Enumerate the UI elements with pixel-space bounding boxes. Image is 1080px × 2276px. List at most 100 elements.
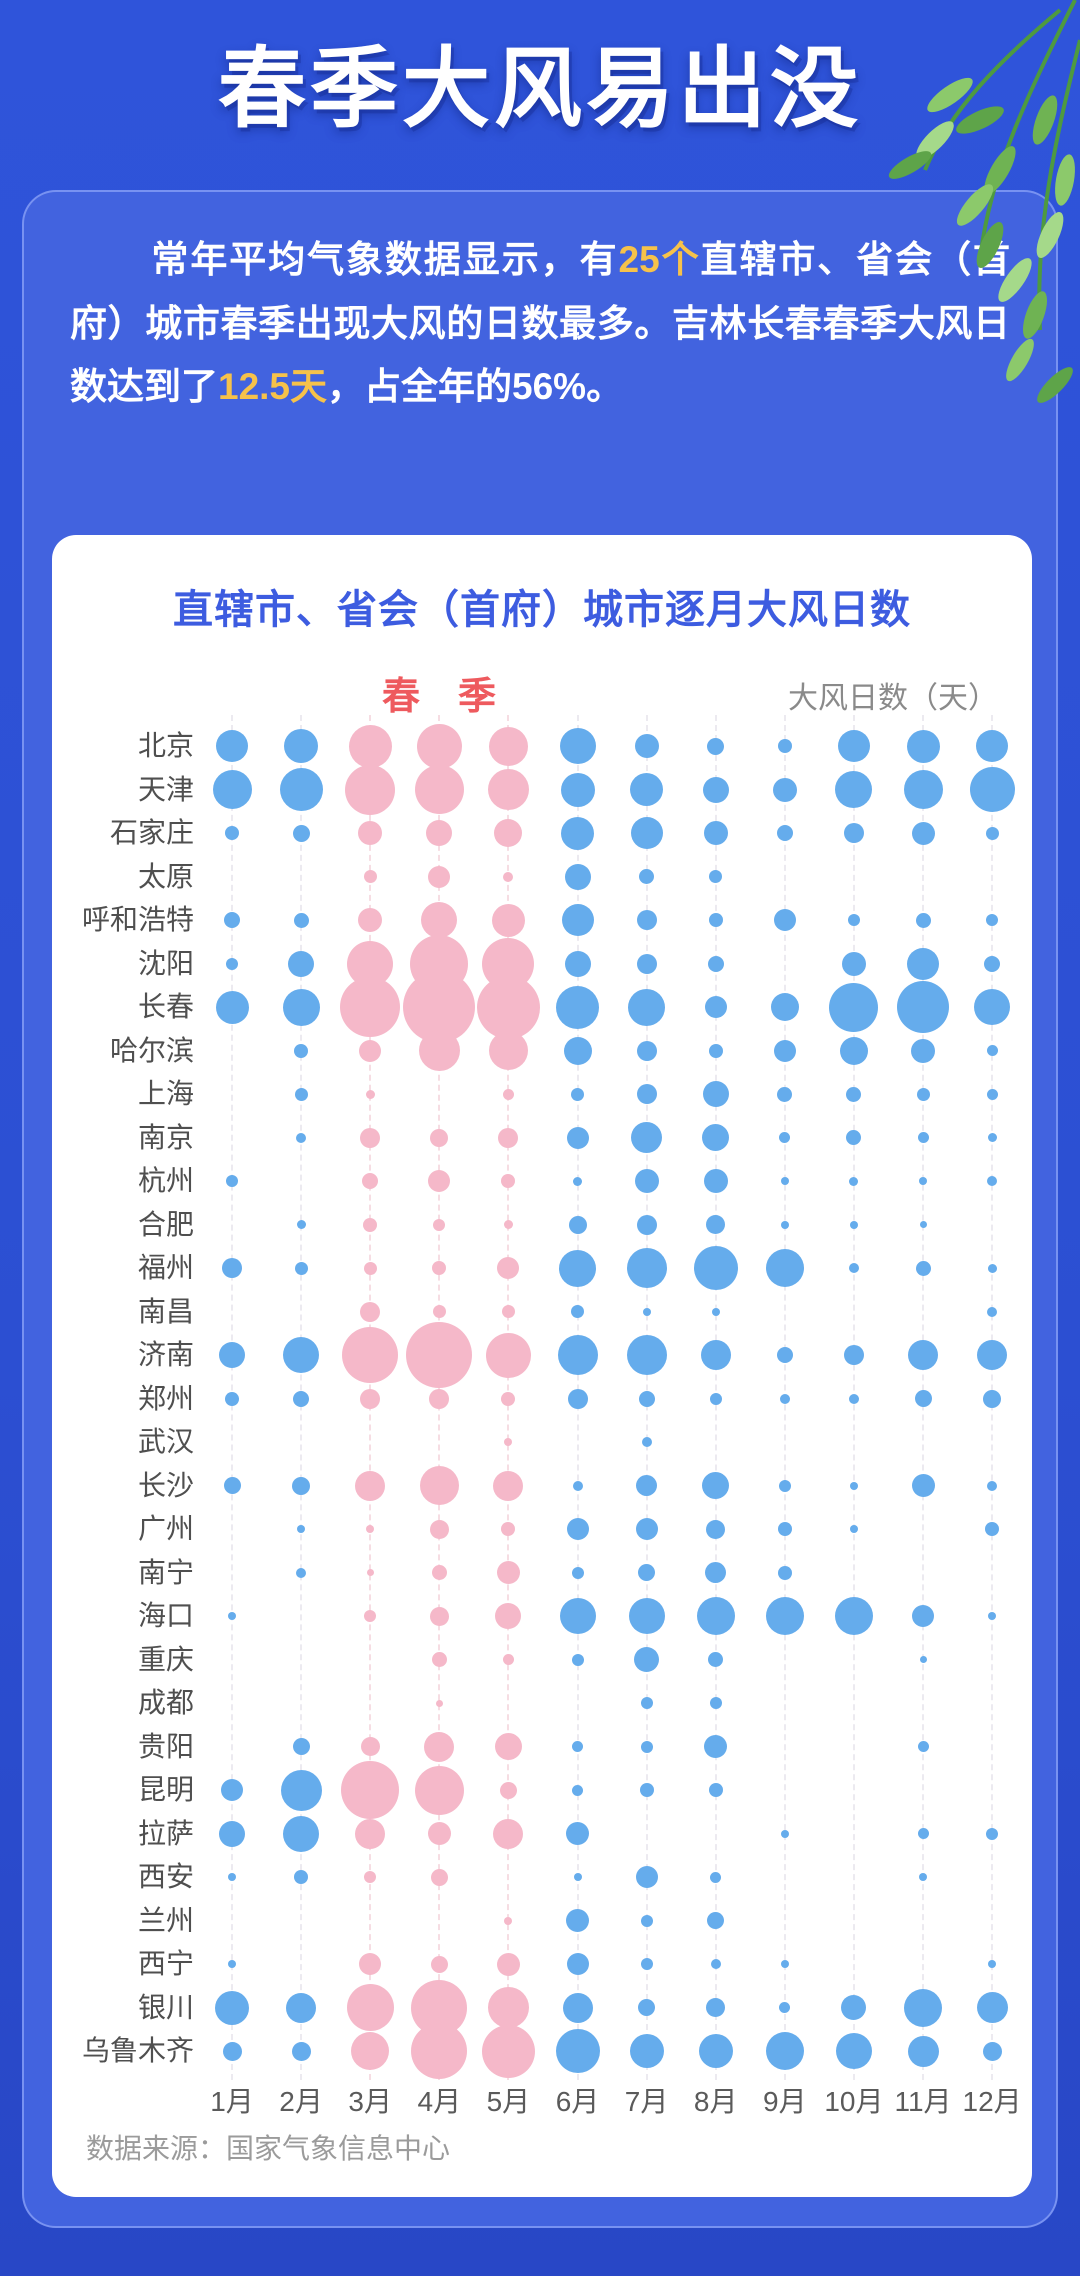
wind-days-bubble [414,1765,464,1815]
chart-card: 直辖市、省会（首府）城市逐月大风日数 春 季 大风日数（天） 1月 2月 3月 4月 5… [52,535,1032,2197]
wind-days-bubble [504,1438,513,1446]
wind-days-bubble [488,1031,528,1070]
wind-days-bubble [430,1868,448,1886]
wind-days-bubble [988,1960,997,1968]
wind-days-bubble [487,769,529,810]
wind-days-bubble [912,1605,934,1627]
wind-days-bubble [638,1999,656,2016]
wind-days-bubble [566,1518,589,1540]
wind-days-bubble [363,1261,377,1275]
wind-days-bubble [773,909,796,931]
city-label: 太原 [137,860,194,892]
wind-days-bubble [503,871,514,882]
wind-days-bubble [351,2032,390,2070]
city-label: 呼和浩特 [81,904,194,935]
city-label: 西宁 [137,1948,194,1979]
wind-days-bubble [634,1169,659,1193]
wind-days-bubble [641,1437,652,1447]
city-label: 昆明 [137,1774,194,1805]
wind-days-bubble [779,1393,790,1404]
wind-days-bubble [228,1873,236,1881]
wind-days-bubble [572,1784,583,1796]
spring-season-label: 春 季 [381,676,497,718]
wind-days-bubble [626,1248,667,1288]
wind-days-bubble [564,863,591,890]
wind-days-bubble [628,988,666,1026]
wind-days-bubble [293,1390,310,1407]
wind-days-bubble [626,1335,667,1375]
wind-days-bubble [566,1822,589,1845]
wind-days-bubble [566,1909,589,1932]
wind-days-bubble [429,1388,450,1409]
wind-days-bubble [704,996,727,1018]
city-label: 郑州 [137,1382,194,1414]
wind-days-bubble [834,1597,873,1635]
wind-days-bubble [709,1392,722,1405]
wind-days-bubble [986,1088,998,1100]
wind-days-bubble [841,1995,867,2020]
wind-days-bubble [223,1477,241,1494]
wind-days-bubble [634,1647,660,1672]
wind-days-bubble [215,990,249,1024]
wind-days-bubble [710,1959,721,1969]
month-label: 5月 [486,2086,531,2117]
city-label: 杭州 [137,1165,194,1196]
wind-days-bubble [988,1612,997,1620]
city-label: 上海 [137,1078,194,1109]
wind-days-bubble [636,953,657,974]
wind-days-bubble [635,1866,658,1888]
wind-days-bubble [555,2029,600,2073]
wind-days-bubble [696,1597,735,1635]
wind-days-bubble [639,869,655,884]
wind-days-bubble [693,1246,738,1290]
wind-days-bubble [476,975,540,1039]
wind-days-bubble [779,2002,791,2013]
wind-days-bubble [428,1170,451,1192]
wind-days-bubble [566,1953,589,1975]
wind-days-bubble [635,1518,658,1540]
wind-days-bubble [977,1340,1008,1370]
wind-days-bubble [571,1566,584,1579]
wind-days-bubble [292,1476,311,1495]
wind-days-bubble [835,2033,872,2069]
city-label: 乌鲁木齐 [81,2035,194,2066]
wind-days-bubble [640,1697,653,1709]
wind-days-bubble [411,2023,468,2079]
wind-days-bubble [765,1249,804,1287]
wind-days-bubble [557,1335,598,1375]
wind-days-bubble [711,1307,720,1316]
wind-days-bubble [634,734,659,758]
wind-days-bubble [431,1565,447,1580]
wind-days-bubble [494,1733,522,1760]
wind-days-bubble [496,1561,520,1584]
wind-days-bubble [571,1087,584,1101]
wind-days-bubble [919,1177,927,1185]
wind-days-bubble [501,1522,516,1536]
wind-days-bubble [847,914,860,926]
wind-days-bubble [636,1475,658,1496]
wind-days-bubble [780,1177,789,1185]
wind-days-bubble [773,1039,796,1062]
wind-days-bubble [765,1597,804,1635]
wind-days-bubble [573,1176,582,1186]
wind-days-bubble [358,821,383,845]
city-label: 沈阳 [137,947,194,979]
wind-days-bubble [630,773,664,806]
wind-days-bubble [435,1699,443,1707]
wind-days-bubble [987,1306,998,1317]
wind-days-bubble [358,908,383,932]
month-label: 7月 [624,2086,669,2117]
wind-days-bubble [849,1481,858,1490]
city-label: 兰州 [137,1904,194,1936]
wind-days-bubble [908,1340,938,1370]
month-label: 1月 [210,2086,254,2117]
wind-days-bubble [430,1128,449,1147]
wind-days-bubble [708,913,723,927]
month-label: 12月 [962,2086,1022,2117]
wind-days-bubble [283,1337,320,1373]
wind-days-bubble [294,1043,309,1058]
city-label: 海口 [137,1600,194,1631]
wind-days-bubble [493,1470,524,1501]
city-label: 拉萨 [137,1817,194,1849]
wind-days-bubble [631,1122,663,1153]
